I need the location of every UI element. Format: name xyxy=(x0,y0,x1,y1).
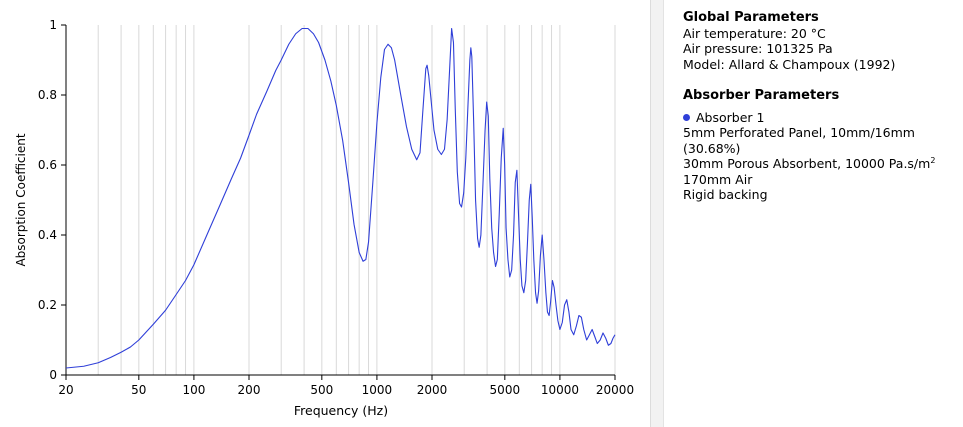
absorber-name: Absorber 1 xyxy=(696,109,765,125)
layer-porous-absorbent: 30mm Porous Absorbent, 10000 Pa.s/m2 xyxy=(683,156,958,172)
x-tick-label: 20 xyxy=(58,383,73,397)
y-tick-label: 0.8 xyxy=(38,88,57,102)
tick-labels: 0 0.2 0.4 0.6 0.8 1 20 50 100 200 500 1000 2000 5000 1… xyxy=(38,18,634,397)
layer-perforated-panel-ratio: (30.68%) xyxy=(683,140,741,156)
x-tick-label: 2000 xyxy=(417,383,448,397)
series-layer xyxy=(65,27,616,369)
unit-superscript: 2 xyxy=(930,155,936,165)
y-axis-label: Absorption Coefficient xyxy=(14,133,28,266)
x-tick-label: 10000 xyxy=(541,383,579,397)
x-tick-label: 500 xyxy=(310,383,333,397)
x-tick-label: 5000 xyxy=(490,383,521,397)
x-tick-label: 1000 xyxy=(362,383,393,397)
global-parameters-title: Global Parameters xyxy=(683,10,819,25)
legend-entry-absorber-1[interactable]: Absorber 1 xyxy=(683,110,958,126)
x-axis-label: Frequency (Hz) xyxy=(294,403,388,418)
y-tick-label: 0 xyxy=(49,368,57,382)
series-line-absorber-1 xyxy=(65,27,616,369)
y-tick-label: 0.4 xyxy=(38,228,57,242)
panel-divider[interactable] xyxy=(650,0,664,427)
air-temperature: Air temperature: 20 °C xyxy=(683,25,826,41)
x-tick-label: 100 xyxy=(182,383,205,397)
y-tick-label: 0.2 xyxy=(38,298,57,312)
x-tick-label: 200 xyxy=(238,383,261,397)
x-tick-label: 50 xyxy=(131,383,146,397)
absorber-parameters-title: Absorber Parameters xyxy=(683,88,840,103)
chart-area: 0 0.2 0.4 0.6 0.8 1 20 50 100 200 500 1000 2000 5000 1… xyxy=(14,18,634,418)
layer-perforated-panel: 5mm Perforated Panel, 10mm/16mm xyxy=(683,125,915,140)
series-dot-icon xyxy=(683,113,690,121)
model: Model: Allard & Champoux (1992) xyxy=(683,56,896,72)
layer-rigid-backing: Rigid backing xyxy=(683,187,768,202)
layer-air: 170mm Air xyxy=(683,171,753,187)
grid xyxy=(97,25,616,375)
y-tick-label: 0.6 xyxy=(38,158,57,172)
parameters-panel: Global Parameters Air temperature: 20 °C… xyxy=(683,10,958,203)
axes xyxy=(65,25,615,376)
x-tick-label: 20000 xyxy=(596,383,634,397)
layer-porous-absorbent-text: 30mm Porous Absorbent, 10000 Pa.s/m xyxy=(683,156,931,171)
absorption-chart: 0 0.2 0.4 0.6 0.8 1 20 50 100 200 500 1000 2000 5000 1… xyxy=(14,18,634,418)
y-tick-label: 1 xyxy=(49,18,57,32)
air-pressure: Air pressure: 101325 Pa xyxy=(683,41,833,56)
